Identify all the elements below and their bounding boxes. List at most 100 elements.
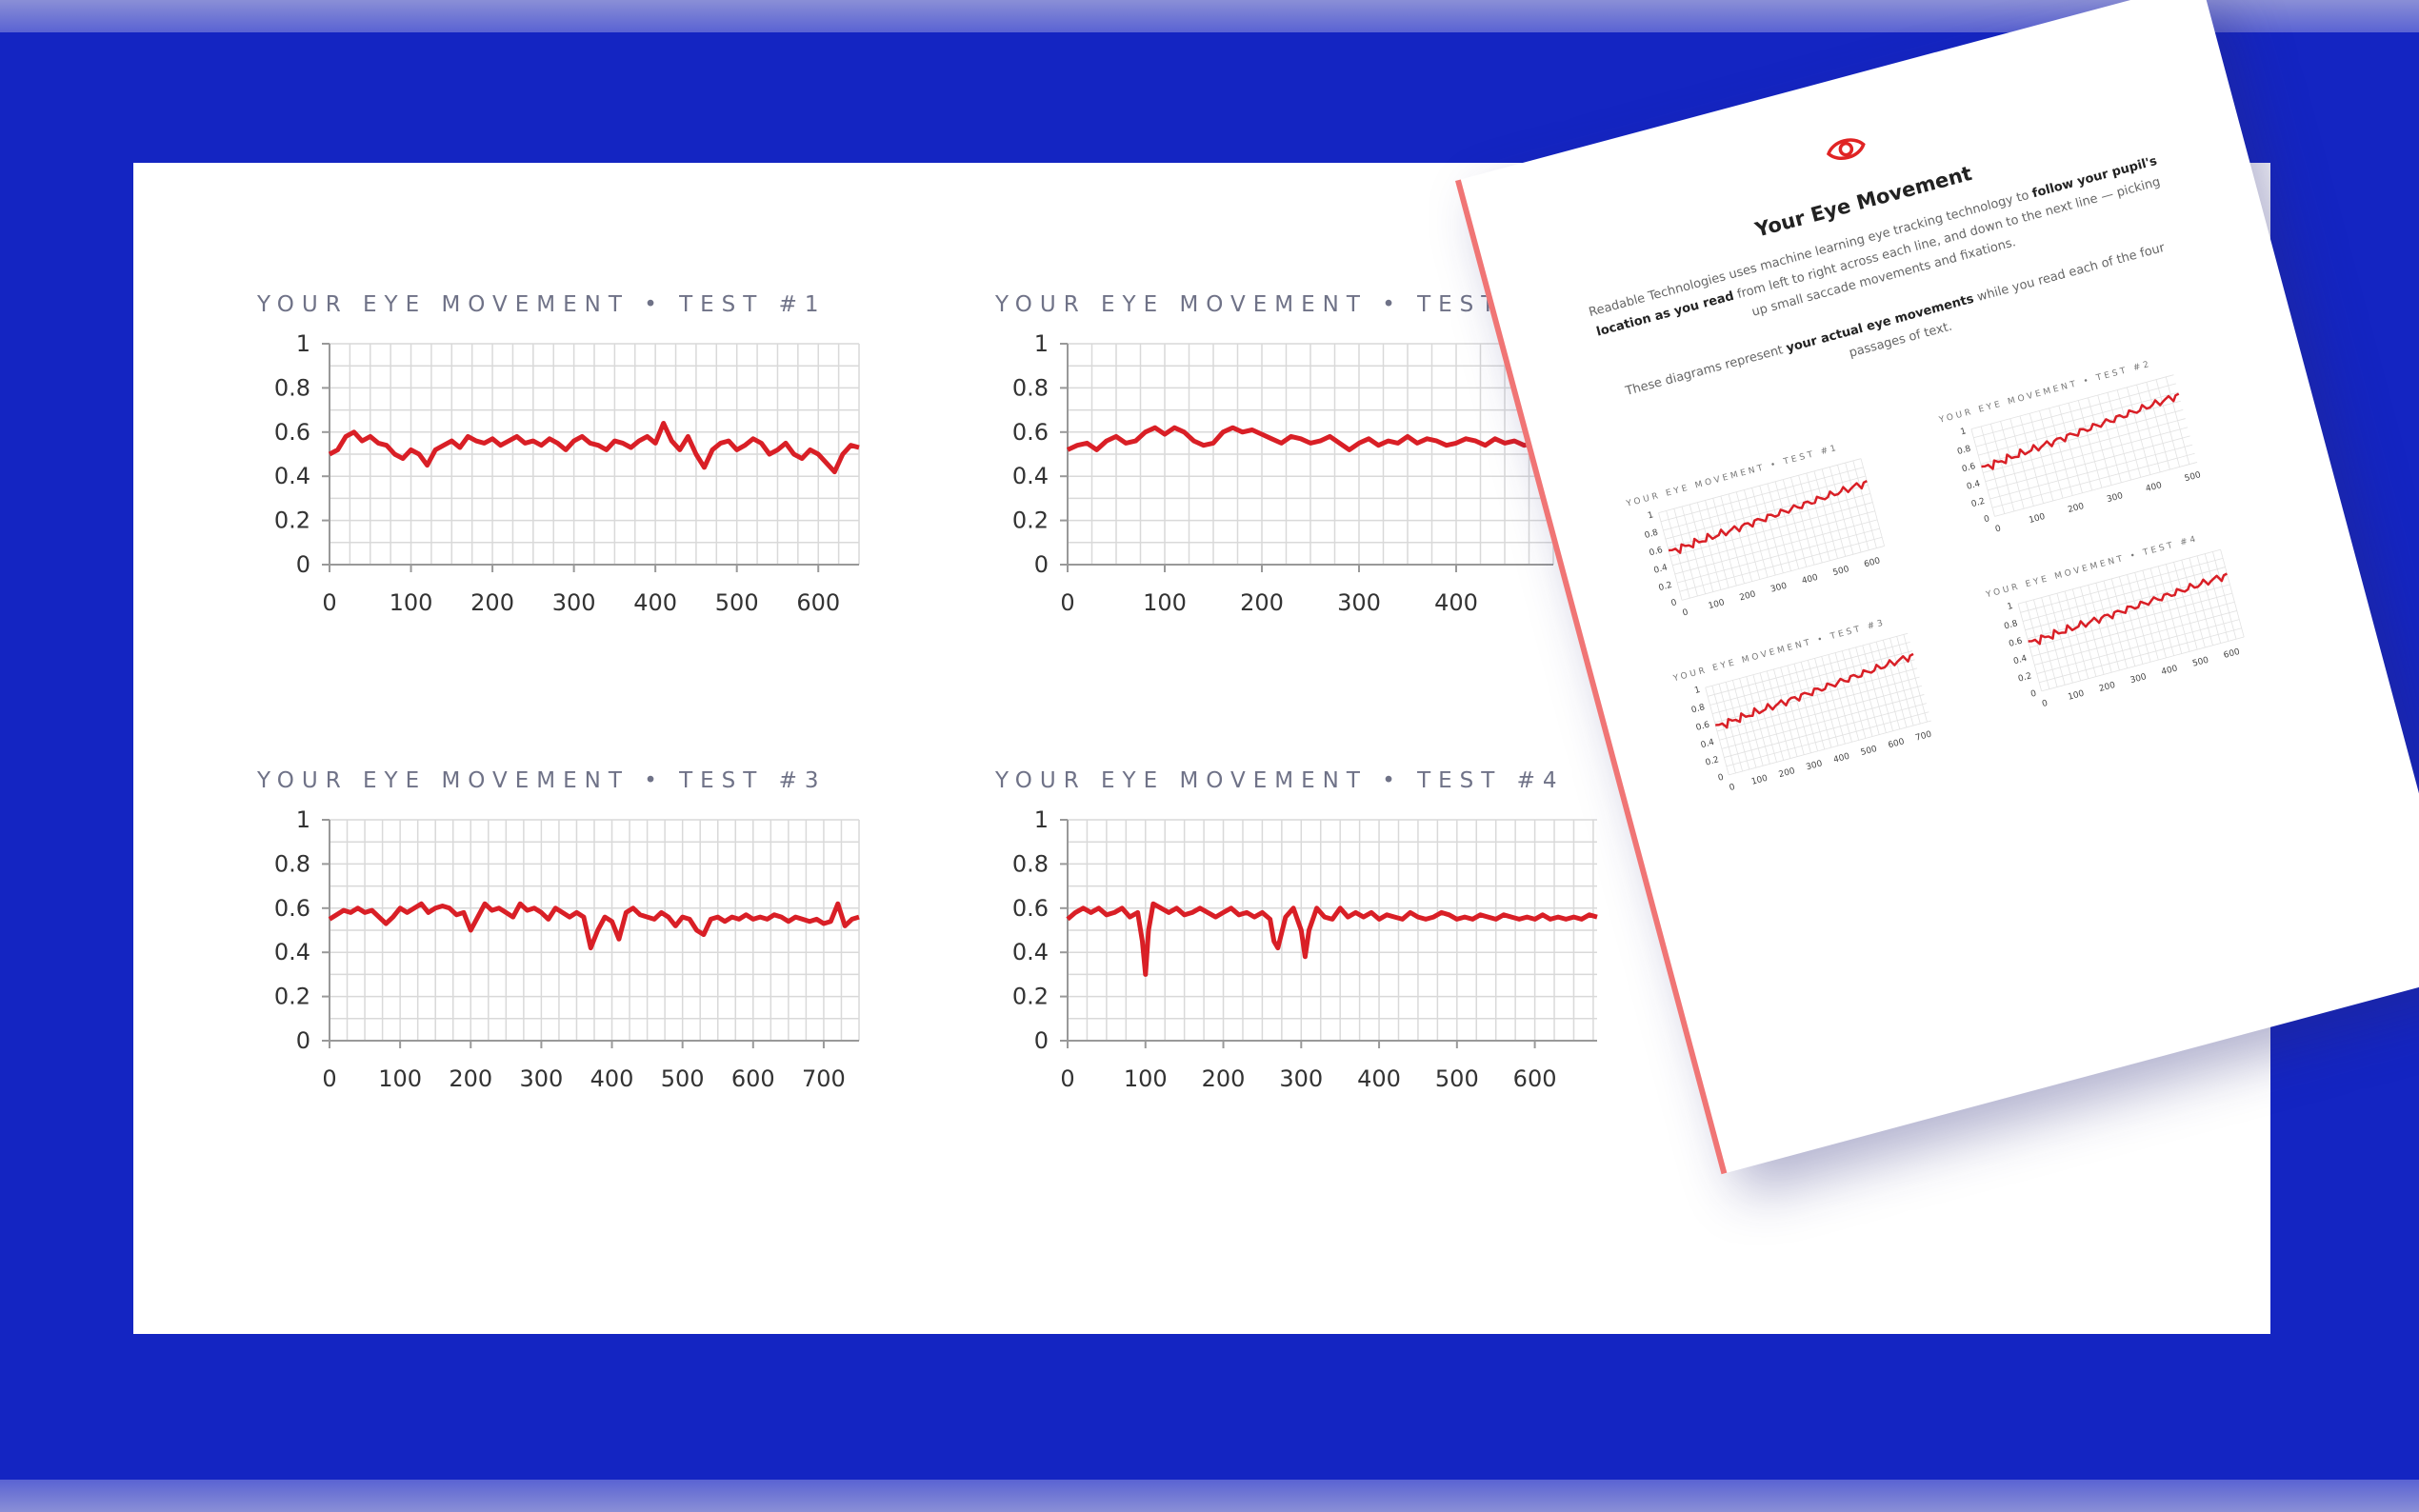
mini-grid-line	[1658, 512, 1683, 601]
series-line	[328, 421, 860, 475]
chart-test-4: YOUR EYE MOVEMENT • TEST #4 0 0.2 0.4 0.6 0.…	[995, 768, 1598, 1302]
mini-grid-line	[2034, 610, 2237, 666]
mini-x-tick-label: 500	[2191, 656, 2209, 669]
y-tick-label: 0.8	[1012, 850, 1049, 877]
mini-chart-test-1: YOUR EYE MOVEMENT • TEST #1 0 0.2 0.4 0.6 0.…	[1626, 431, 1925, 657]
y-tick-label: 0.4	[1012, 463, 1049, 489]
mini-x-tick-label: 200	[1778, 766, 1796, 780]
x-tick-label: 600	[796, 589, 840, 616]
mini-grid-line	[2029, 592, 2232, 648]
mini-grid-line	[1672, 510, 1875, 567]
y-tick-label: 0	[296, 1027, 310, 1054]
mini-y-tick-label: 0.2	[1658, 581, 1673, 593]
chart-title: YOUR EYE MOVEMENT • TEST #2	[995, 292, 1565, 317]
mini-grid-line	[2036, 619, 2240, 674]
mini-x-tick-label: 300	[2129, 672, 2148, 686]
mini-x-tick-label: 200	[2067, 502, 2085, 515]
x-tick-label: 300	[519, 1065, 563, 1092]
mini-grid-line	[2020, 557, 2224, 613]
chart-test-1: YOUR EYE MOVEMENT • TEST #1 0 0.2 0.4 0.6 0.…	[257, 292, 860, 826]
mini-grid-line	[2031, 601, 2235, 657]
mini-grid-line	[1994, 462, 2198, 517]
mini-chart-svg: 0 0.2 0.4 0.6 0.8 1 0 100 200 300 400 500 600 700	[1690, 632, 1933, 793]
y-tick-label: 0.8	[1012, 374, 1049, 401]
mini-grid-line	[1975, 391, 2179, 448]
mini-grid-line	[2027, 584, 2230, 640]
y-tick-label: 0	[1034, 551, 1049, 578]
y-tick-label: 1	[296, 330, 310, 357]
x-tick-label: 700	[802, 1065, 846, 1092]
mini-chart-test-4: YOUR EYE MOVEMENT • TEST #4 0 0.2 0.4 0.6 0.…	[1985, 522, 2284, 747]
y-tick-label: 0.2	[1012, 984, 1049, 1010]
x-tick-label: 400	[1357, 1065, 1401, 1092]
mini-grid-line	[1669, 502, 1873, 557]
x-tick-label: 200	[449, 1065, 492, 1092]
series-line	[1066, 425, 1554, 452]
mini-y-tick-label: 0.2	[2017, 671, 2032, 684]
mini-series-line	[1981, 392, 2180, 470]
x-tick-label: 500	[1435, 1065, 1479, 1092]
mini-x-tick-label: 0	[1729, 783, 1736, 793]
x-tick-label: 100	[390, 589, 433, 616]
x-tick-label: 500	[715, 589, 759, 616]
x-tick-label: 400	[633, 589, 677, 616]
mini-x-tick-label: 400	[2145, 481, 2163, 494]
x-tick-label: 200	[470, 589, 514, 616]
y-tick-label: 0.2	[274, 984, 310, 1010]
mini-grid-line	[1970, 428, 1995, 517]
y-tick-label: 0.2	[274, 507, 310, 534]
mini-grid-line	[1719, 685, 1923, 741]
mini-x-tick-label: 300	[1769, 582, 1788, 595]
mini-series-line	[1715, 652, 1914, 729]
mini-grid-line	[1674, 519, 1878, 575]
mini-x-tick-label: 500	[1860, 745, 1878, 758]
mini-grid-line	[1991, 452, 2195, 508]
chart-svg: 0 0.2 0.4 0.6 0.8 1 0 100 200 300 400	[1012, 330, 1554, 616]
mini-x-tick-label: 700	[1914, 729, 1932, 743]
mini-grid-line	[1705, 632, 1909, 688]
x-tick-label: 600	[1513, 1065, 1557, 1092]
y-tick-label: 1	[296, 806, 310, 833]
x-tick-label: 0	[322, 589, 336, 616]
mini-grid-line	[1729, 720, 1931, 776]
mini-x-tick-label: 400	[2160, 664, 2178, 677]
mini-chart-test-3: YOUR EYE MOVEMENT • TEST #3 0 0.2 0.4 0.6 0.…	[1672, 606, 1971, 831]
mini-grid-line	[1709, 650, 1913, 706]
y-tick-label: 1	[1034, 806, 1049, 833]
mini-x-tick-label: 600	[1888, 737, 1906, 750]
mini-series-line	[2028, 572, 2228, 646]
mini-grid-line	[1663, 475, 1867, 531]
y-tick-label: 1	[1034, 330, 1049, 357]
chart-test-2: YOUR EYE MOVEMENT • TEST #2 0 0.2 0.4 0.6 0.…	[995, 292, 1586, 826]
mini-grid-line	[2017, 548, 2221, 605]
mini-y-tick-label: 0.6	[1649, 546, 1665, 558]
chart-svg: 0 0.2 0.4 0.6 0.8 1 0 100 200 300 400 500 600	[1012, 806, 1598, 1092]
mini-x-tick-label: 200	[2098, 681, 2116, 694]
mini-x-tick-label: 100	[1750, 774, 1769, 787]
mini-y-tick-label: 0	[1670, 598, 1678, 608]
mini-grid-line	[1726, 711, 1929, 767]
chart-title: YOUR EYE MOVEMENT • TEST #4	[995, 768, 1565, 793]
mini-grid-line	[1985, 427, 2189, 483]
x-tick-label: 0	[1060, 1065, 1074, 1092]
mini-x-tick-label: 0	[1994, 524, 2002, 534]
mini-x-tick-label: 300	[1805, 759, 1823, 772]
mini-y-tick-label: 1	[1693, 686, 1701, 696]
report-handout: Your Eye Movement Readable Technologies …	[1455, 0, 2419, 1175]
y-tick-label: 0.4	[274, 939, 310, 965]
x-tick-label: 400	[590, 1065, 634, 1092]
x-tick-label: 300	[1337, 589, 1381, 616]
chart-svg: 0 0.2 0.4 0.6 0.8 1 0 100 200 300 400 500 600	[274, 330, 860, 616]
mini-grid-line	[2041, 636, 2245, 692]
chart-test-3: YOUR EYE MOVEMENT • TEST #3 0 0.2 0.4 0.6 0.…	[257, 768, 860, 1302]
mini-y-tick-label: 0.6	[2008, 636, 2024, 648]
mini-grid-line	[2025, 575, 2229, 631]
mini-y-tick-label: 0	[2029, 689, 2037, 700]
mini-x-tick-label: 600	[2223, 647, 2241, 661]
mini-y-tick-label: 0.4	[1653, 563, 1669, 575]
y-tick-label: 0	[1034, 1027, 1049, 1054]
x-tick-label: 200	[1240, 589, 1284, 616]
x-tick-label: 400	[1434, 589, 1478, 616]
y-tick-label: 0.8	[274, 374, 310, 401]
mini-x-tick-label: 400	[1832, 752, 1850, 766]
